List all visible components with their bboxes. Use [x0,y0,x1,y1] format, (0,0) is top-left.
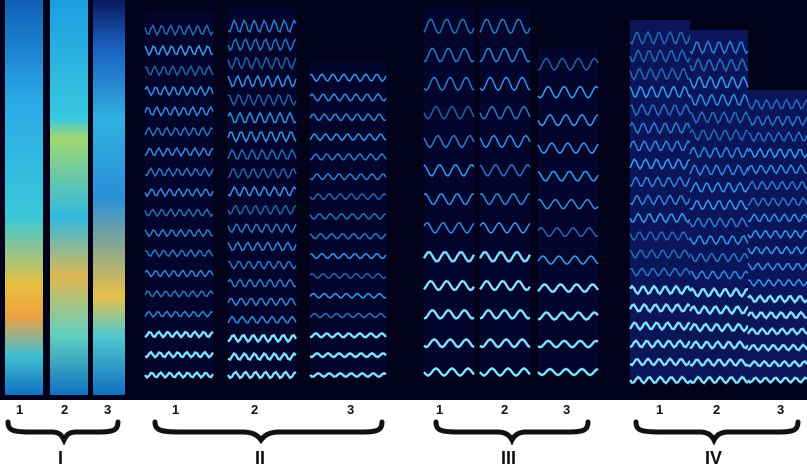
label-row: 1 2 3 1 2 3 1 2 3 1 2 3 [0,400,807,471]
spectrogram-panel [0,0,807,400]
sample-number-I-2: 2 [61,402,68,417]
group-label-IV: IV [705,448,722,469]
harmonic-line [748,378,807,383]
sample-number-II-2: 2 [251,402,258,417]
broadband-column-3 [93,0,125,395]
sample-number-I-1: 1 [16,402,23,417]
harmonic-stacks [145,8,807,383]
spectrogram-svg [0,0,807,400]
sample-number-III-1: 1 [436,402,443,417]
broadband-column-2 [50,0,88,395]
group-label-II: II [255,448,265,469]
group-label-III: III [501,448,516,469]
sample-number-I-3: 3 [104,402,111,417]
sample-number-III-2: 2 [501,402,508,417]
group-label-I: I [58,448,63,469]
sample-number-IV-1: 1 [656,402,663,417]
braces-svg [0,400,807,471]
harmonic-column-backdrop [424,8,474,372]
brace-IV [636,422,798,440]
brace-II [155,422,382,440]
sample-number-II-3: 3 [347,402,354,417]
sample-number-III-3: 3 [563,402,570,417]
harmonic-column-backdrop [480,8,530,372]
sample-number-IV-2: 2 [713,402,720,417]
brace-I [8,422,118,440]
sample-number-IV-3: 3 [777,402,784,417]
brace-III [436,422,588,440]
broadband-column-1 [5,0,43,395]
sample-number-II-1: 1 [172,402,179,417]
